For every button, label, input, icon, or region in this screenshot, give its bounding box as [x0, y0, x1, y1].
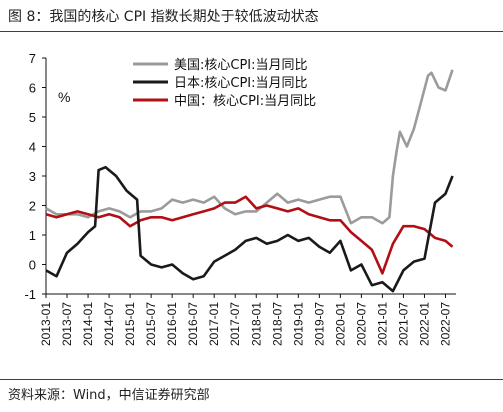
x-tick-label: 2013-07 [60, 302, 74, 346]
series-line-us [45, 69, 454, 225]
y-tick-label: -1 [24, 287, 36, 302]
series-line-china [45, 195, 454, 275]
y-tick-label: 5 [29, 110, 36, 125]
x-tick-label: 2020-01 [333, 302, 347, 346]
y-tick-label: 0 [29, 258, 36, 273]
x-tick-label: 2022-07 [438, 302, 452, 346]
x-tick-label: 2014-07 [102, 302, 116, 346]
figure-title: 图 8：我国的核心 CPI 指数长期处于较低波动状态 [8, 9, 319, 25]
y-unit-label: % [58, 89, 70, 105]
source-rule [0, 379, 503, 380]
x-tick-label: 2022-01 [417, 302, 431, 346]
y-tick-label: 1 [29, 228, 36, 243]
title-rule [0, 31, 503, 32]
legend-us-label: 美国:核心CPI:当月同比 [174, 58, 308, 73]
x-tick-label: 2015-07 [144, 302, 158, 346]
x-tick-label: 2018-01 [249, 302, 263, 346]
legend-china-label: 中国：核心CPI:当月同比 [174, 94, 316, 109]
x-tick-label: 2016-01 [165, 302, 179, 346]
series-line-japan [45, 165, 454, 293]
y-tick-label: 4 [29, 140, 36, 155]
x-tick-label: 2015-01 [123, 302, 137, 346]
x-tick-label: 2017-01 [207, 302, 221, 346]
legend-japan-label: 日本:核心CPI:当月同比 [174, 76, 308, 91]
y-tick-label: 6 [29, 81, 36, 96]
x-tick-label: 2016-07 [186, 302, 200, 346]
x-axis-ticks: 2013-01 2013-07 2014-01 2014-07 2015-01 2015-… [39, 294, 452, 346]
x-tick-label: 2018-07 [270, 302, 284, 346]
y-tick-label: 7 [29, 51, 36, 66]
series-lines [45, 69, 454, 293]
x-tick-label: 2020-07 [354, 302, 368, 346]
x-tick-label: 2019-01 [291, 302, 305, 346]
y-tick-label: 3 [29, 169, 36, 184]
x-tick-label: 2021-01 [375, 302, 389, 346]
y-axis-ticks: -1 0 1 2 3 4 5 6 7 [24, 51, 46, 302]
source-note: 资料来源：Wind，中信证券研究部 [8, 388, 210, 403]
x-tick-label: 2021-07 [396, 302, 410, 346]
x-tick-label: 2014-01 [81, 302, 95, 346]
x-tick-label: 2017-07 [228, 302, 242, 346]
x-tick-label: 2019-07 [312, 302, 326, 346]
x-tick-label: 2013-01 [39, 302, 53, 346]
y-tick-label: 2 [29, 199, 36, 214]
